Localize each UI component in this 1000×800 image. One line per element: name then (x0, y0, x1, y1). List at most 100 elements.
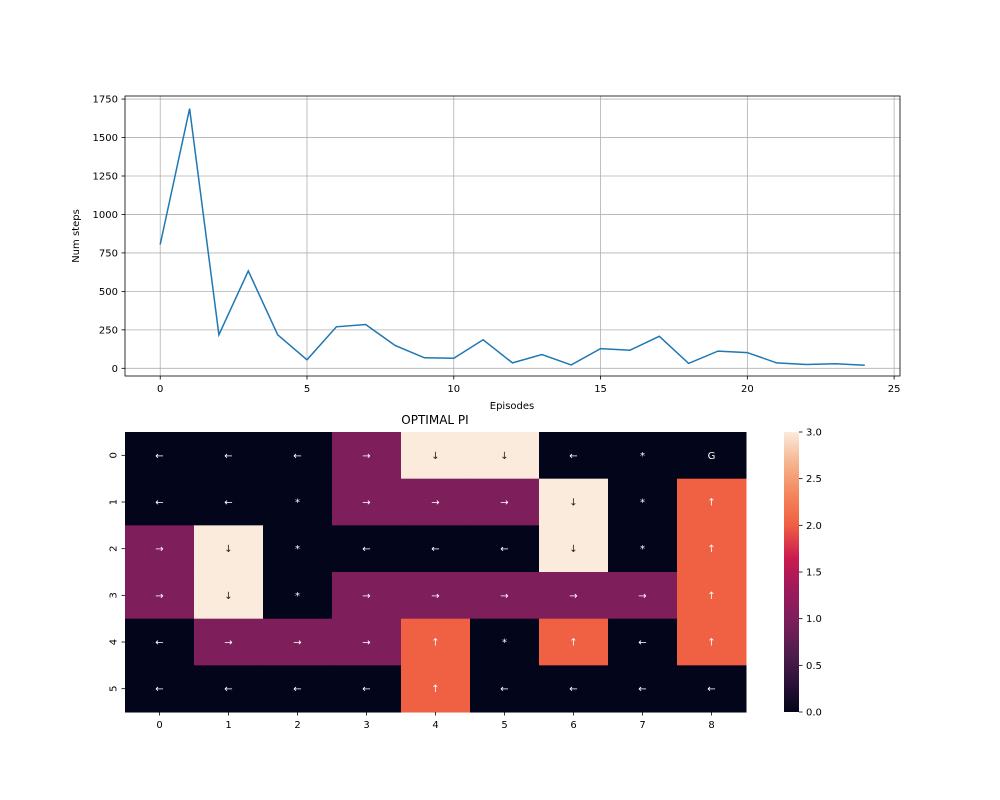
x-tick-label: 20 (741, 384, 754, 395)
cell-annotation: ← (362, 684, 370, 695)
cell-annotation: ← (155, 638, 163, 649)
cell-annotation: → (431, 591, 439, 602)
colorbar-tick-label: 2.0 (806, 521, 822, 532)
cell-annotation: → (155, 544, 163, 555)
cell-annotation: → (362, 638, 370, 649)
cell-annotation: * (502, 638, 507, 649)
heatmap-cell (263, 572, 333, 620)
x-tick-label: 15 (594, 384, 607, 395)
cell-annotation: * (640, 451, 645, 462)
heatmap-cell (332, 618, 402, 666)
cell-annotation: ← (569, 684, 577, 695)
row-tick-label: 5 (109, 685, 120, 691)
cell-annotation: → (362, 498, 370, 509)
heatmap-cell (539, 432, 609, 480)
cell-annotation: ↓ (569, 544, 577, 555)
heatmap-cell (608, 618, 678, 666)
cell-annotation: ↓ (224, 544, 232, 555)
heatmap-cell (125, 478, 195, 526)
cell-annotation: ← (224, 451, 232, 462)
cell-annotation: → (293, 638, 301, 649)
heatmap-cell (332, 665, 402, 713)
line-chart-frame (124, 95, 901, 377)
line-chart-grid (125, 96, 900, 376)
cell-annotation: ← (293, 684, 301, 695)
heatmap-cell (470, 572, 540, 620)
cell-annotation: → (155, 591, 163, 602)
heatmap-cell (194, 525, 264, 573)
cell-annotation: ↑ (431, 638, 439, 649)
heatmap-cell (608, 432, 678, 480)
cell-annotation: ↑ (707, 638, 715, 649)
col-tick-label: 7 (639, 720, 645, 731)
x-axis-title: Episodes (490, 401, 534, 412)
cell-annotation: → (500, 498, 508, 509)
x-tick-label: 10 (447, 384, 460, 395)
colorbar-tick-label: 1.5 (806, 568, 822, 579)
cell-annotation: ↓ (224, 591, 232, 602)
heatmap-cell (401, 478, 471, 526)
colorbar-gradient (784, 432, 799, 712)
cell-annotation: ← (155, 684, 163, 695)
heatmap-cell (125, 432, 195, 480)
colorbar: 0.0 0.5 1.0 1.5 2.0 2.5 3.0 (784, 428, 822, 719)
heatmap-cell (263, 618, 333, 666)
heatmap-cell (125, 525, 195, 573)
heatmap-cell (125, 572, 195, 620)
cell-annotation: ← (431, 544, 439, 555)
heatmap-cell (194, 478, 264, 526)
cell-annotation: ← (224, 498, 232, 509)
heatmap-chart: OPTIMAL PI ← ← ← → ↓ ↓ ← * G ← ← * → → → ↓ * ↑ → ↓ * ← ← ← ↓ * ↑ → ↓… (109, 413, 747, 731)
heatmap-ticks: 0 1 2 3 4 5 6 7 8 0 1 2 3 4 5 (109, 452, 715, 731)
cell-annotation: * (295, 591, 300, 602)
colorbar-tick-label: 2.5 (806, 474, 822, 485)
col-tick-label: 4 (432, 720, 438, 731)
heatmap-cell (539, 618, 609, 666)
cell-annotation: ← (707, 684, 715, 695)
heatmap-cell (263, 665, 333, 713)
y-tick-label: 1000 (93, 210, 118, 221)
cell-annotation: → (431, 498, 439, 509)
cell-annotation: ↑ (707, 544, 715, 555)
y-tick-label: 250 (99, 325, 118, 336)
cell-annotation: * (640, 544, 645, 555)
cell-annotation: G (708, 451, 716, 462)
cell-annotation: ← (155, 451, 163, 462)
heatmap-cell (332, 478, 402, 526)
cell-annotation: ↑ (569, 638, 577, 649)
cell-annotation: ← (293, 451, 301, 462)
cell-annotation: ↑ (707, 591, 715, 602)
y-tick-label: 1750 (93, 95, 118, 106)
cell-annotation: ← (500, 684, 508, 695)
cell-annotation: ← (638, 684, 646, 695)
cell-annotation: ← (638, 638, 646, 649)
y-tick-label: 1250 (93, 172, 118, 183)
heatmap-cell (539, 525, 609, 573)
col-tick-label: 5 (501, 720, 507, 731)
cell-annotation: → (500, 591, 508, 602)
cell-annotation: ↓ (500, 451, 508, 462)
heatmap-cell (677, 618, 747, 666)
heatmap-cell (194, 618, 264, 666)
y-tick-label: 1500 (93, 133, 118, 144)
cell-annotation: ← (155, 498, 163, 509)
cell-annotation: ← (362, 544, 370, 555)
col-tick-label: 1 (225, 720, 231, 731)
heatmap-cell (194, 665, 264, 713)
heatmap-cell (539, 665, 609, 713)
cell-annotation: → (638, 591, 646, 602)
cell-annotation: * (295, 498, 300, 509)
y-tick-label: 500 (99, 287, 118, 298)
heatmap-cell (470, 618, 540, 666)
col-tick-label: 6 (570, 720, 576, 731)
heatmap-cell (608, 525, 678, 573)
heatmap-cell (677, 525, 747, 573)
row-tick-label: 1 (109, 499, 120, 505)
cell-annotation: ↓ (431, 451, 439, 462)
heatmap-cell (677, 432, 747, 480)
col-tick-label: 8 (708, 720, 714, 731)
row-tick-label: 4 (109, 639, 120, 645)
heatmap-cell (539, 572, 609, 620)
heatmap-cell (470, 432, 540, 480)
